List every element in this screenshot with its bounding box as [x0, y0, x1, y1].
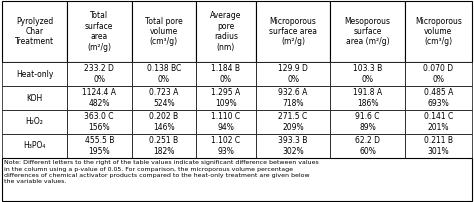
Bar	[2, 110, 67, 134]
Bar	[132, 1, 196, 62]
Bar	[67, 110, 132, 134]
Bar	[196, 62, 255, 86]
Text: 455.5 B
195%: 455.5 B 195%	[84, 136, 114, 156]
Text: Pyrolyzed
Char
Treatment: Pyrolyzed Char Treatment	[15, 17, 54, 46]
Bar	[67, 1, 132, 62]
Bar	[196, 86, 255, 110]
Bar	[2, 62, 67, 86]
Bar	[132, 62, 196, 86]
Text: 129.9 D
0%: 129.9 D 0%	[278, 64, 308, 84]
Bar	[67, 62, 132, 86]
Text: 1.110 C
94%: 1.110 C 94%	[211, 112, 240, 132]
Text: 191.8 A
186%: 191.8 A 186%	[353, 88, 382, 108]
Text: 91.6 C
89%: 91.6 C 89%	[356, 112, 380, 132]
Bar	[2, 158, 472, 201]
Bar	[67, 134, 132, 158]
Text: Mesoporous
surface
area (m²/g): Mesoporous surface area (m²/g)	[345, 17, 391, 46]
Text: 1124.4 A
482%: 1124.4 A 482%	[82, 88, 116, 108]
Text: 0.485 A
693%: 0.485 A 693%	[424, 88, 453, 108]
Text: Note: Different letters to the right of the table values indicate significant di: Note: Different letters to the right of …	[4, 160, 319, 184]
Text: Microporous
surface area
(m²/g): Microporous surface area (m²/g)	[269, 17, 317, 46]
Bar	[255, 110, 330, 134]
Bar	[255, 86, 330, 110]
Bar	[405, 134, 472, 158]
Bar	[196, 1, 255, 62]
Bar	[196, 134, 255, 158]
Bar	[330, 134, 405, 158]
Bar	[330, 110, 405, 134]
Bar	[330, 62, 405, 86]
Text: H₂O₂: H₂O₂	[26, 118, 44, 126]
Text: Total
surface
area
(m²/g): Total surface area (m²/g)	[85, 11, 113, 52]
Text: 1.184 B
0%: 1.184 B 0%	[211, 64, 240, 84]
Text: H₃PO₄: H₃PO₄	[24, 141, 46, 150]
Text: Average
pore
radius
(nm): Average pore radius (nm)	[210, 11, 242, 52]
Bar	[132, 134, 196, 158]
Text: Microporous
volume
(cm³/g): Microporous volume (cm³/g)	[415, 17, 462, 46]
Text: 233.2 D
0%: 233.2 D 0%	[84, 64, 114, 84]
Bar	[196, 110, 255, 134]
Bar	[132, 86, 196, 110]
Text: 0.251 B
182%: 0.251 B 182%	[149, 136, 178, 156]
Bar	[405, 86, 472, 110]
Bar	[330, 1, 405, 62]
Bar	[255, 1, 330, 62]
Text: Heat-only: Heat-only	[16, 69, 54, 79]
Bar	[405, 1, 472, 62]
Text: 393.3 B
302%: 393.3 B 302%	[278, 136, 308, 156]
Text: 62.2 D
60%: 62.2 D 60%	[355, 136, 380, 156]
Bar	[255, 134, 330, 158]
Bar	[255, 62, 330, 86]
Text: 0.138 BC
0%: 0.138 BC 0%	[147, 64, 181, 84]
Bar	[2, 86, 67, 110]
Text: 0.141 C
201%: 0.141 C 201%	[424, 112, 453, 132]
Bar	[330, 86, 405, 110]
Text: 0.723 A
524%: 0.723 A 524%	[149, 88, 179, 108]
Text: Total pore
volume
(cm³/g): Total pore volume (cm³/g)	[145, 17, 182, 46]
Text: KOH: KOH	[27, 94, 43, 102]
Bar	[405, 62, 472, 86]
Text: 271.5 C
209%: 271.5 C 209%	[278, 112, 308, 132]
Text: 932.6 A
718%: 932.6 A 718%	[278, 88, 308, 108]
Bar	[132, 110, 196, 134]
Text: 1.295 A
109%: 1.295 A 109%	[211, 88, 240, 108]
Text: 363.0 C
156%: 363.0 C 156%	[84, 112, 114, 132]
Text: 0.202 B
146%: 0.202 B 146%	[149, 112, 178, 132]
Bar	[2, 134, 67, 158]
Text: 0.211 B
301%: 0.211 B 301%	[424, 136, 453, 156]
Text: 1.102 C
93%: 1.102 C 93%	[211, 136, 240, 156]
Bar	[67, 86, 132, 110]
Bar	[405, 110, 472, 134]
Text: 103.3 B
0%: 103.3 B 0%	[353, 64, 383, 84]
Text: 0.070 D
0%: 0.070 D 0%	[423, 64, 454, 84]
Bar	[2, 1, 67, 62]
